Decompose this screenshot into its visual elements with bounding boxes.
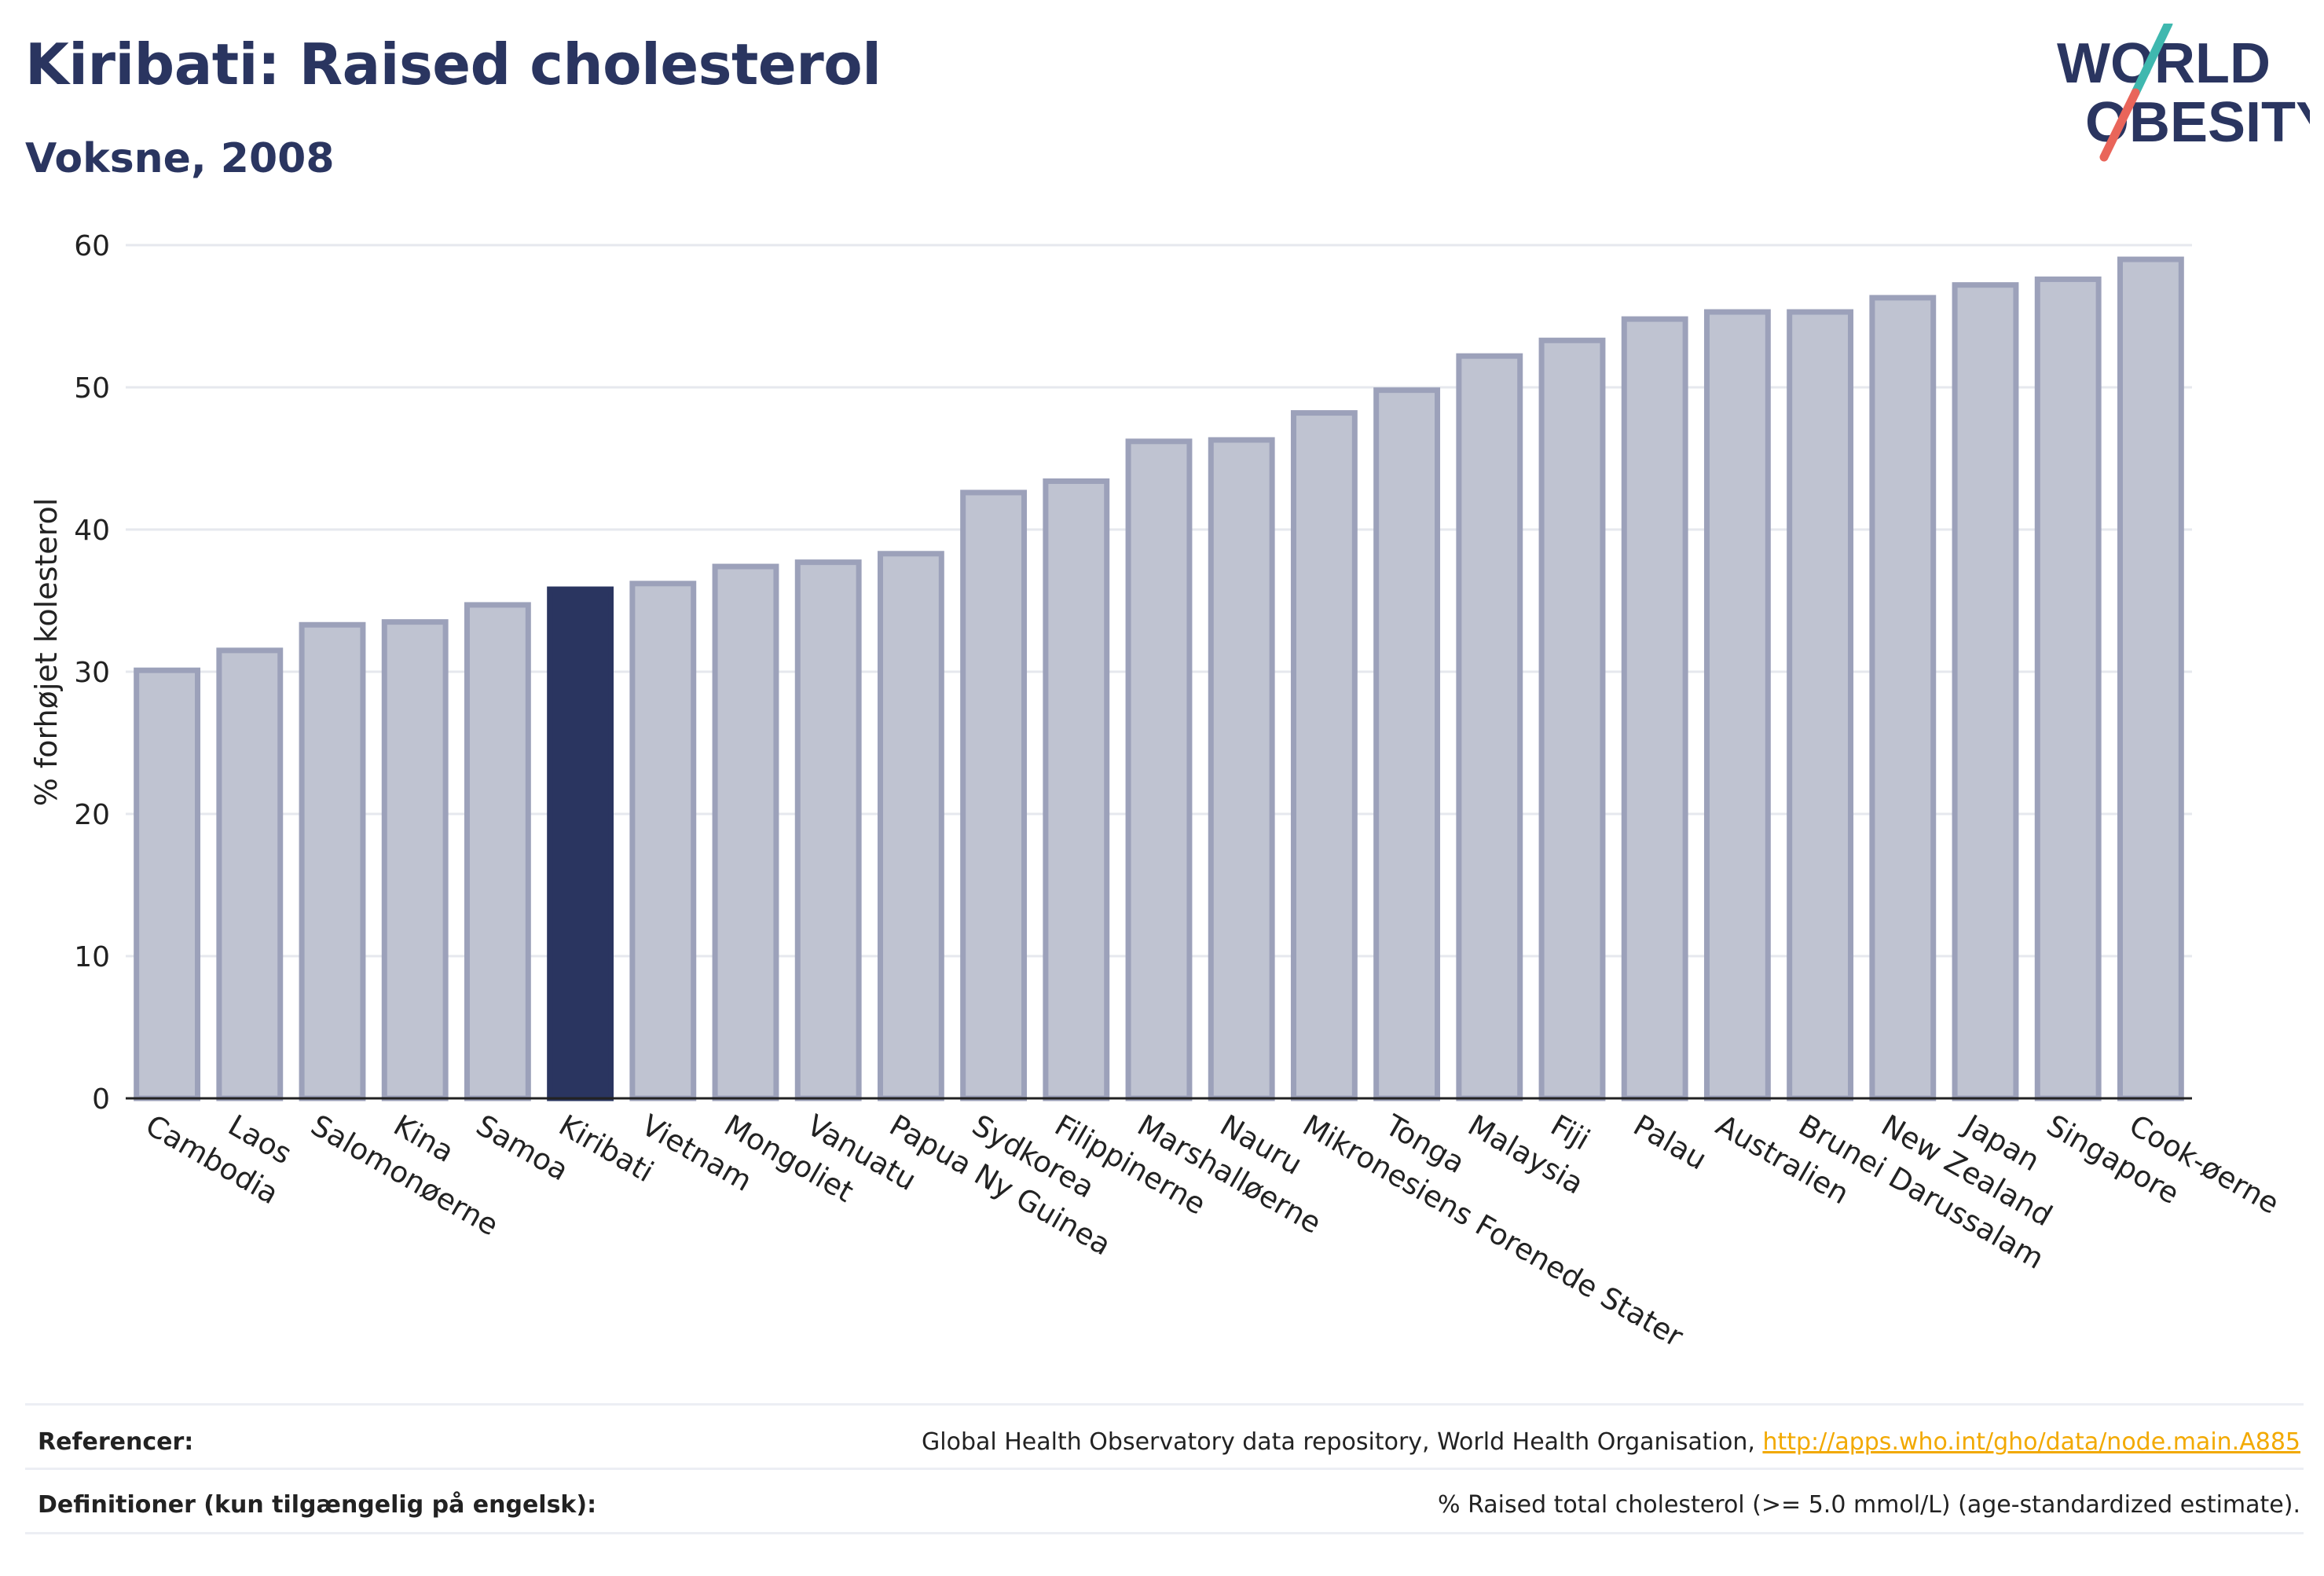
definitions-label: Definitioner (kun tilgængelig på engelsk… [38, 1491, 597, 1519]
bar [299, 621, 366, 1101]
footer-divider-top [25, 1403, 2304, 1406]
bar [1787, 309, 1854, 1101]
bar [1703, 309, 1771, 1101]
x-tick-label: Fiji [1545, 1109, 1596, 1157]
y-axis-label: % forhøjet kolesterol [29, 498, 64, 807]
footer-divider-bottom [25, 1532, 2304, 1534]
references-text: Global Health Observatory data repositor… [922, 1428, 1763, 1456]
bar [2034, 276, 2102, 1101]
y-tick-label: 20 [74, 799, 110, 831]
y-tick-label: 50 [74, 372, 110, 405]
bar [794, 559, 862, 1101]
world-obesity-logo: WORLD OBESITY [2057, 24, 2310, 162]
footer-divider-middle [25, 1468, 2304, 1470]
bar [547, 586, 614, 1101]
bar [1621, 316, 1688, 1101]
chart-subtitle: Voksne, 2008 [25, 135, 335, 182]
bar [464, 602, 531, 1101]
y-tick-label: 30 [74, 657, 110, 689]
bar [1290, 410, 1358, 1101]
logo-slash-bottom [2099, 88, 2140, 162]
bar [1208, 437, 1275, 1101]
bar [1869, 295, 1937, 1101]
bar [1125, 438, 1193, 1101]
x-tick-label: Palau [1628, 1109, 1713, 1177]
bar [1043, 478, 1110, 1101]
bar [216, 647, 284, 1101]
bar [960, 489, 1028, 1101]
y-tick-labels: 0 10 20 30 40 50 60 [74, 230, 110, 1116]
bar [134, 667, 201, 1101]
bar [877, 551, 944, 1101]
bar [1456, 353, 1523, 1101]
bar [1952, 282, 2019, 1101]
bar [1373, 387, 1441, 1101]
chart-title: Kiribati: Raised cholesterol [25, 31, 882, 97]
bar [712, 563, 779, 1101]
bars [134, 256, 2184, 1101]
y-tick-label: 0 [92, 1083, 110, 1116]
x-tick-label: Samoa [471, 1109, 574, 1188]
bar [381, 619, 449, 1101]
y-tick-label: 40 [74, 515, 110, 547]
references-label: Referencer: [38, 1428, 194, 1456]
references-value: Global Health Observatory data repositor… [922, 1428, 2300, 1456]
bar [629, 581, 697, 1101]
references-link[interactable]: http://apps.who.int/gho/data/node.main.A… [1762, 1428, 2300, 1456]
bar [2117, 256, 2184, 1101]
definitions-value: % Raised total cholesterol (>= 5.0 mmol/… [1438, 1491, 2300, 1519]
bar [1538, 337, 1606, 1101]
y-tick-label: 60 [74, 230, 110, 262]
y-tick-label: 10 [74, 941, 110, 973]
logo-slash-top [2131, 24, 2173, 97]
x-tick-label: Kiribati [553, 1109, 659, 1189]
